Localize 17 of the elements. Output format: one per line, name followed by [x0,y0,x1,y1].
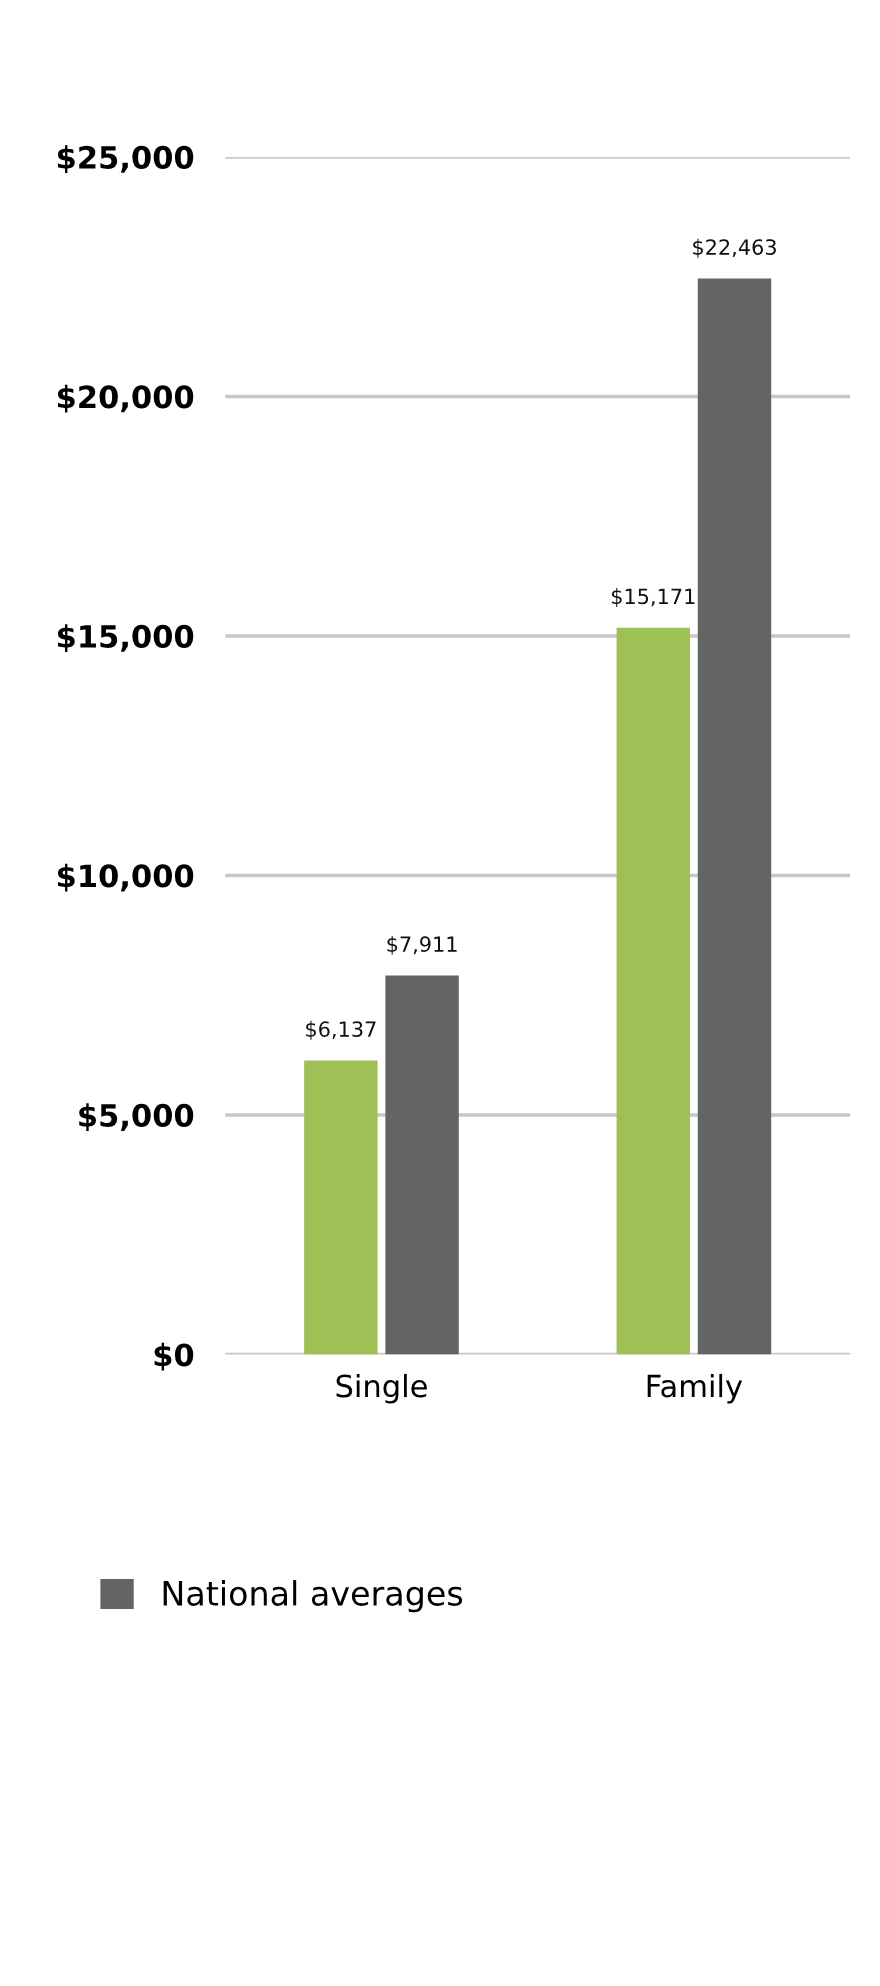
x-tick-label: Single [336,1373,427,1404]
x-tick-label: Family [647,1373,743,1404]
data-label: $7,911 [387,935,457,955]
y-tick-label: $5,000 [79,1103,194,1132]
data-label: $6,137 [306,1020,376,1040]
y-tick-label: $20,000 [57,384,194,413]
legend-label: National averages [163,1580,463,1613]
data-label: $15,171 [611,588,695,608]
y-tick-label: $0 [154,1342,194,1371]
bar [385,975,459,1355]
y-tick-label: $15,000 [57,624,194,653]
y-tick-label: $25,000 [57,145,194,173]
bar [304,1060,378,1355]
y-tick-label: $10,000 [57,863,194,892]
bar [697,278,772,1355]
bar [616,627,690,1355]
data-label: $22,463 [693,238,776,258]
